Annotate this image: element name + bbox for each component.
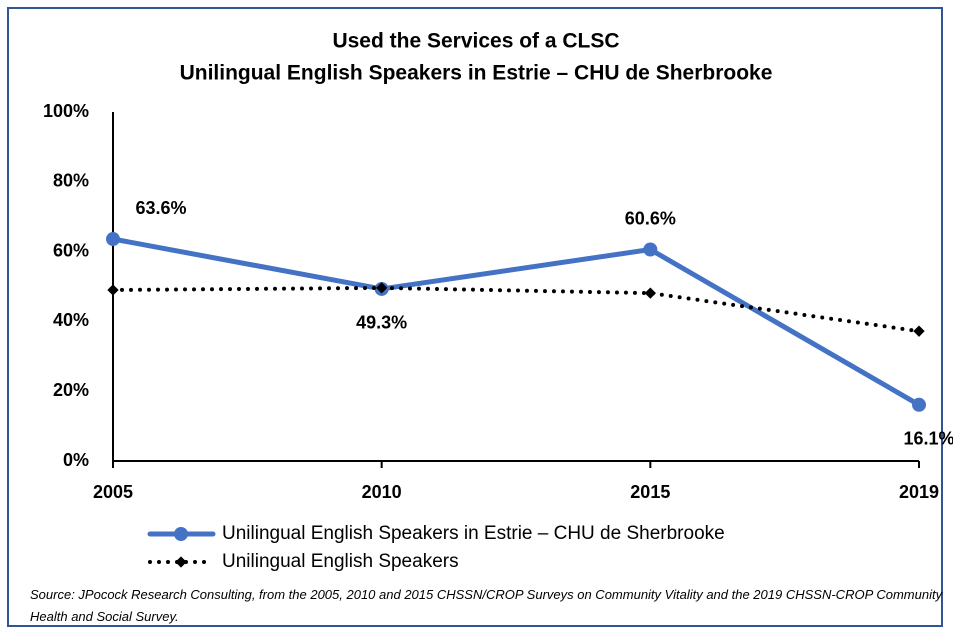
y-tick-label: 100%	[43, 101, 89, 121]
y-tick-label: 80%	[53, 171, 89, 191]
y-tick-label: 40%	[53, 310, 89, 330]
y-tick-label: 60%	[53, 240, 89, 260]
point-marker	[643, 242, 658, 257]
point-marker	[106, 232, 120, 247]
x-tick-label: 2010	[362, 482, 402, 502]
x-tick-label: 2015	[630, 482, 670, 502]
point-marker	[912, 397, 926, 412]
chart-subtitle: Unilingual English Speakers in Estrie – …	[180, 62, 773, 85]
data-label: 60.6%	[625, 208, 676, 228]
chart-frame	[7, 7, 943, 627]
point-marker	[644, 287, 656, 299]
legend-marker	[175, 556, 187, 568]
source-note: Source: JPocock Research Consulting, fro…	[30, 587, 943, 624]
data-label: 49.3%	[356, 313, 407, 333]
series-line	[111, 285, 921, 334]
point-marker	[107, 284, 119, 296]
legend-label: Unilingual English Speakers in Estrie – …	[222, 523, 725, 544]
chart-title: Used the Services of a CLSC	[332, 30, 619, 53]
point-marker	[913, 325, 925, 337]
point-marker	[376, 282, 388, 294]
data-label: 16.1%	[903, 429, 953, 449]
x-tick-label: 2019	[899, 482, 939, 502]
legend-marker	[174, 527, 188, 541]
series-line	[110, 236, 922, 408]
legend-label: Unilingual English Speakers	[222, 551, 459, 572]
x-tick-label: 2005	[93, 482, 133, 502]
data-label: 63.6%	[135, 198, 186, 218]
y-tick-label: 0%	[63, 450, 89, 470]
y-tick-label: 20%	[53, 380, 89, 400]
